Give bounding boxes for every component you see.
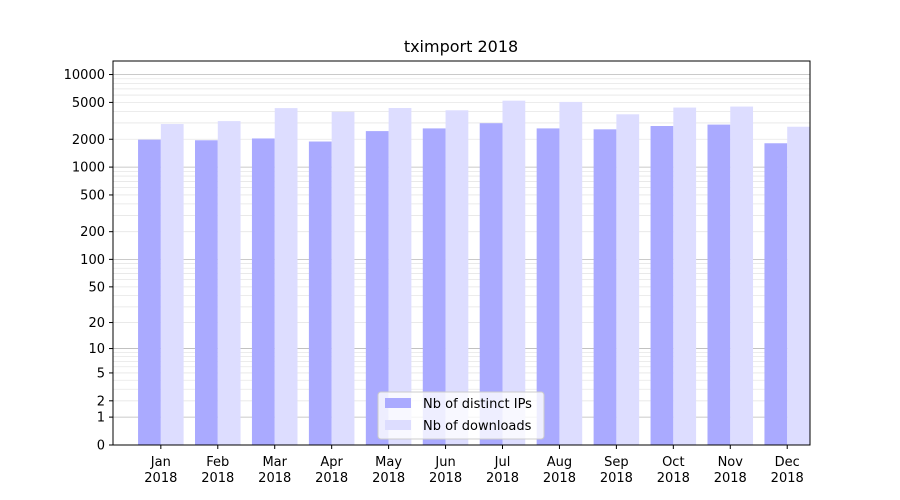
x-tick-label-year: 2018 <box>258 471 291 486</box>
y-tick-label: 50 <box>88 280 105 295</box>
bar-downloads <box>274 108 298 446</box>
bar-distinct-ips <box>650 126 674 445</box>
x-tick-label-year: 2018 <box>771 471 804 486</box>
bar-distinct-ips <box>422 128 446 445</box>
x-tick-label-month: Apr <box>320 455 343 470</box>
bar-distinct-ips <box>195 140 218 445</box>
x-tick-label-year: 2018 <box>543 471 576 486</box>
legend: Nb of distinct IPs Nb of downloads <box>377 391 545 440</box>
legend-label-ips: Nb of distinct IPs <box>423 397 532 412</box>
x-tick-label-year: 2018 <box>372 471 405 486</box>
y-tick-label: 20 <box>88 316 105 331</box>
bar-distinct-ips <box>764 143 788 446</box>
y-tick-label: 10000 <box>64 68 105 83</box>
x-tick-label-month: Jan <box>150 455 171 470</box>
x-tick-label-year: 2018 <box>657 471 690 486</box>
y-tick-label: 0 <box>97 439 105 454</box>
bar-distinct-ips <box>138 139 161 445</box>
bar-downloads <box>616 114 640 446</box>
legend-swatch-downloads <box>385 420 411 430</box>
y-tick-label: 2000 <box>72 133 105 148</box>
bar-downloads <box>559 101 583 445</box>
x-tick-label-year: 2018 <box>714 471 747 486</box>
bar-distinct-ips <box>479 123 503 445</box>
x-tick-label-month: Dec <box>775 455 800 470</box>
x-tick-label-year: 2018 <box>201 471 234 486</box>
x-tick-label-month: May <box>375 455 402 470</box>
bar-downloads <box>445 110 469 445</box>
legend-label-downloads: Nb of downloads <box>423 419 532 434</box>
y-tick-label: 5000 <box>72 96 105 111</box>
x-tick-label-year: 2018 <box>486 471 519 486</box>
x-tick-label-year: 2018 <box>144 471 177 486</box>
bar-downloads <box>160 124 184 445</box>
bar-distinct-ips <box>536 128 560 445</box>
y-tick-label: 1 <box>97 411 105 426</box>
y-tick-label: 10 <box>88 342 105 357</box>
x-tick-label-year: 2018 <box>429 471 462 486</box>
plot-frame <box>112 60 811 446</box>
bar-downloads <box>388 108 412 445</box>
x-tick-label-month: Jun <box>434 455 455 470</box>
x-tick-label-year: 2018 <box>600 471 633 486</box>
x-tick-label-month: Feb <box>206 455 229 470</box>
chart-title: tximport 2018 <box>404 37 518 56</box>
x-tick-label-month: Aug <box>547 455 572 470</box>
x-tick-label-month: Sep <box>604 455 629 470</box>
bar-downloads <box>787 126 810 445</box>
legend-swatch-ips <box>385 398 411 408</box>
bar-downloads <box>331 111 355 445</box>
bar-downloads <box>217 121 241 445</box>
x-axis: Jan2018Feb2018Mar2018Apr2018May2018Jun20… <box>144 445 804 486</box>
bar-distinct-ips <box>251 138 275 445</box>
x-tick-label-month: Jul <box>494 455 511 470</box>
bar-distinct-ips <box>593 129 617 446</box>
y-tick-label: 100 <box>80 253 105 268</box>
y-axis: 0 1 2 5 10 20 50 100 200 500 1000 2000 5000 10000 <box>64 68 113 454</box>
x-tick-label-year: 2018 <box>315 471 348 486</box>
x-tick-label-month: Nov <box>718 455 744 470</box>
x-tick-label-month: Oct <box>662 455 684 470</box>
bar-downloads <box>502 100 526 445</box>
y-tick-label: 500 <box>80 188 105 203</box>
y-tick-label: 200 <box>80 225 105 240</box>
bar-distinct-ips <box>707 124 731 446</box>
bars <box>138 100 810 446</box>
x-tick-label-month: Mar <box>262 455 287 470</box>
y-tick-label: 5 <box>97 366 105 381</box>
bar-downloads <box>673 107 697 445</box>
bar-distinct-ips <box>365 131 389 445</box>
bar-downloads <box>730 106 754 445</box>
bar-distinct-ips <box>308 141 332 445</box>
legend-box <box>377 391 545 440</box>
y-tick-label: 1000 <box>72 161 105 176</box>
y-tick-label: 2 <box>97 394 105 409</box>
